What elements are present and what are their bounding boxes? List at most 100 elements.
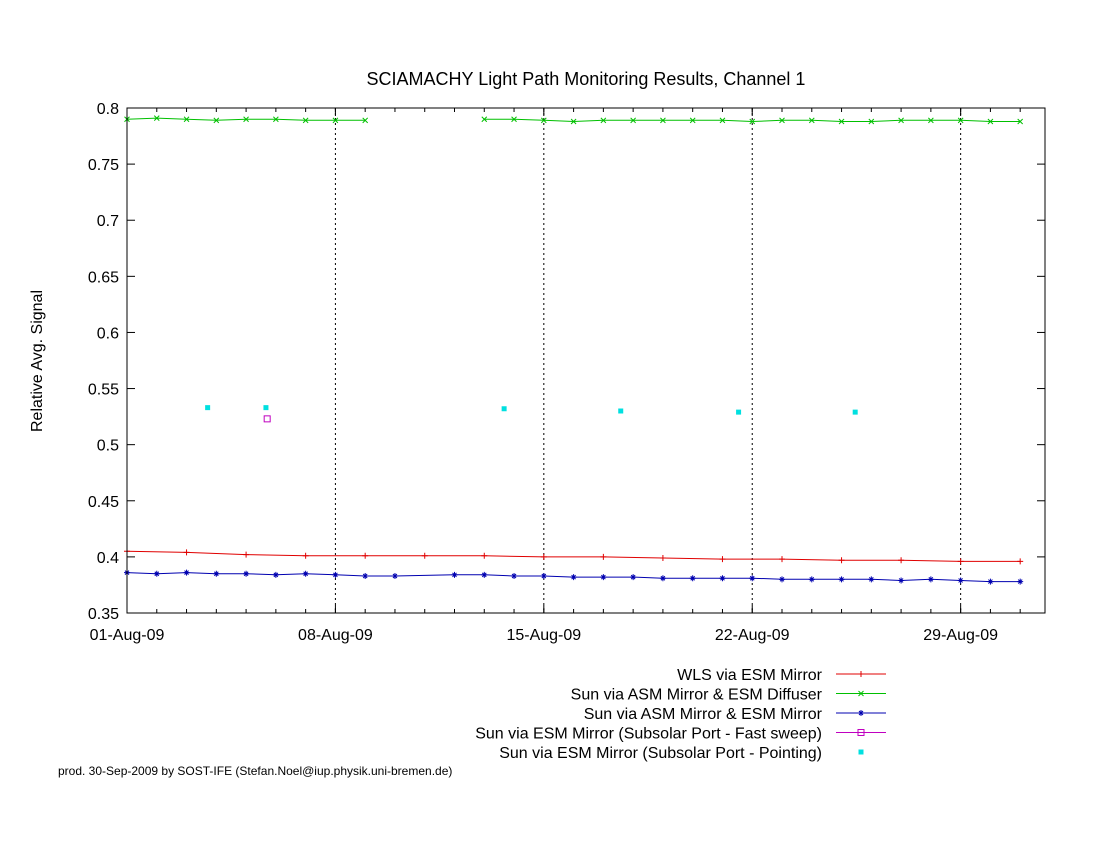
data-point: [272, 571, 279, 578]
data-point: [243, 570, 250, 577]
data-point: [898, 117, 904, 124]
legend-item: Sun via ESM Mirror (Subsolar Port - Poin…: [499, 745, 864, 762]
filled-square-marker: [263, 405, 269, 411]
star-marker: [779, 576, 786, 583]
data-point: [957, 117, 964, 124]
star-marker: [987, 578, 994, 585]
cross-marker: [630, 117, 636, 124]
data-point: [719, 556, 726, 563]
y-tick-label: 0.65: [88, 269, 119, 286]
cross-marker: [213, 117, 220, 124]
data-point: [243, 551, 250, 558]
data-point: [852, 409, 858, 415]
square-marker: [263, 415, 271, 423]
data-point: [421, 552, 428, 559]
cross-marker: [540, 117, 547, 124]
data-point: [302, 117, 309, 124]
data-point: [659, 575, 666, 582]
y-tick-label: 0.45: [88, 494, 119, 511]
data-point: [600, 117, 607, 124]
data-point: [779, 117, 785, 124]
data-point: [332, 117, 339, 124]
cross-marker: [957, 117, 964, 124]
data-point: [302, 570, 309, 577]
data-point: [719, 575, 726, 582]
data-point: [302, 552, 309, 559]
x-tick-label: 29-Aug-09: [923, 627, 998, 644]
star-marker: [1017, 578, 1024, 585]
data-point: [1017, 558, 1024, 565]
y-tick-label: 0.8: [97, 101, 119, 118]
cross-marker: [302, 117, 309, 124]
y-tick-label: 0.35: [88, 606, 119, 623]
series-3: [124, 569, 1024, 585]
plus-marker: [362, 552, 369, 559]
cross-marker: [243, 116, 249, 123]
filled-square-marker: [736, 409, 742, 415]
data-point: [987, 578, 994, 585]
data-point: [391, 572, 398, 579]
legend: WLS via ESM Mirror Sun via ASM Mirror & E…: [475, 667, 886, 762]
data-point: [600, 574, 607, 581]
data-point: [898, 557, 905, 564]
plus-marker: [858, 671, 864, 677]
data-point: [501, 406, 507, 412]
plus-marker: [481, 552, 488, 559]
axis-ticks: 0.8 0.75 0.7 0.65 0.6 0.55 0.5 0.45 0.4 0.35 01-Au…: [88, 101, 1045, 644]
data-point: [659, 555, 666, 562]
cross-marker: [153, 115, 160, 121]
plus-marker: [302, 552, 309, 559]
cross-marker: [858, 690, 864, 697]
series-1: [124, 548, 1024, 565]
star-marker: [838, 576, 845, 583]
cross-marker: [362, 117, 369, 124]
data-point: [511, 572, 518, 579]
data-point: [779, 576, 786, 583]
data-point: [183, 569, 190, 576]
data-point: [362, 117, 369, 124]
data-point: [511, 116, 517, 123]
star-marker: [659, 575, 666, 582]
data-point: [838, 576, 845, 583]
data-point: [749, 118, 756, 125]
cross-marker: [1017, 118, 1024, 125]
filled-square-marker: [205, 405, 211, 411]
data-point: [362, 572, 369, 579]
legend-item: Sun via ASM Mirror & ESM Mirror: [584, 706, 886, 723]
legend-item: Sun via ASM Mirror & ESM Diffuser: [571, 687, 886, 704]
series-2: [124, 115, 1024, 125]
data-point: [957, 577, 964, 584]
y-axis-label: Relative Avg. Signal: [29, 290, 46, 432]
data-point: [213, 570, 220, 577]
star-marker: [332, 571, 339, 578]
legend-label: Sun via ESM Mirror (Subsolar Port - Fast…: [475, 726, 822, 743]
legend-label: Sun via ASM Mirror & ESM Mirror: [584, 706, 823, 723]
data-point: [362, 552, 369, 559]
data-point: [1017, 118, 1024, 125]
x-tick-label: 08-Aug-09: [298, 627, 373, 644]
plus-marker: [898, 557, 905, 564]
data-point: [630, 117, 636, 124]
data-point: [868, 576, 875, 583]
star-marker: [957, 577, 964, 584]
y-tick-label: 0.4: [97, 550, 119, 567]
plus-marker: [1017, 558, 1024, 565]
cross-marker: [511, 116, 517, 123]
data-point: [153, 115, 160, 121]
data-point: [630, 574, 637, 581]
y-tick-label: 0.75: [88, 157, 119, 174]
plus-marker: [421, 552, 428, 559]
data-point: [689, 575, 696, 582]
cross-marker: [808, 117, 815, 124]
data-point: [540, 572, 547, 579]
star-marker: [868, 576, 875, 583]
y-tick-label: 0.6: [97, 325, 119, 342]
star-marker: [272, 571, 279, 578]
data-point: [183, 549, 190, 556]
data-point: [332, 571, 339, 578]
data-point: [540, 553, 547, 560]
data-point: [858, 671, 864, 677]
data-point: [719, 117, 726, 124]
cross-marker: [481, 116, 488, 123]
